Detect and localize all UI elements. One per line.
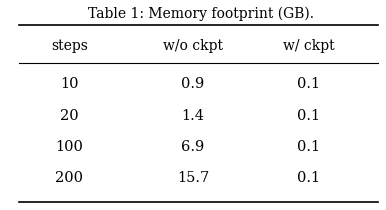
Text: 0.1: 0.1 — [297, 77, 320, 91]
Text: 200: 200 — [56, 172, 83, 185]
Text: steps: steps — [51, 39, 88, 53]
Text: 0.1: 0.1 — [297, 109, 320, 122]
Text: 20: 20 — [60, 109, 79, 122]
Text: 10: 10 — [60, 77, 79, 91]
Text: w/ ckpt: w/ ckpt — [283, 39, 335, 53]
Text: 6.9: 6.9 — [181, 140, 205, 154]
Text: 100: 100 — [56, 140, 83, 154]
Text: 1.4: 1.4 — [181, 109, 205, 122]
Text: 15.7: 15.7 — [177, 172, 209, 185]
Text: 0.1: 0.1 — [297, 172, 320, 185]
Text: w/o ckpt: w/o ckpt — [163, 39, 223, 53]
Text: Table 1: Memory footprint (GB).: Table 1: Memory footprint (GB). — [88, 6, 314, 21]
Text: 0.9: 0.9 — [181, 77, 205, 91]
Text: 0.1: 0.1 — [297, 140, 320, 154]
